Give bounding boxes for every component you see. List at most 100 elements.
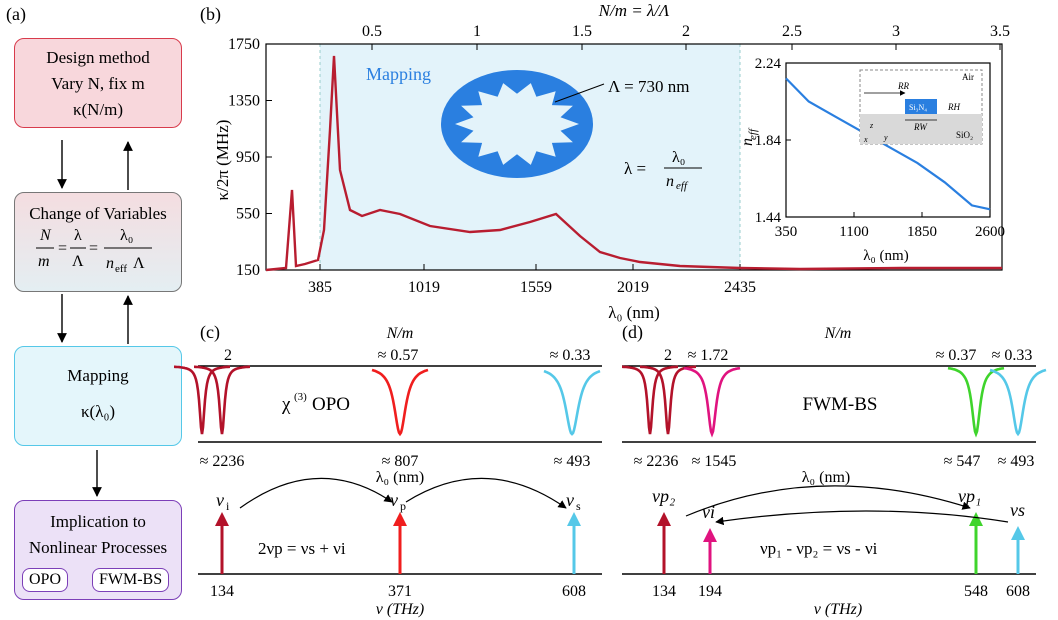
neff-curve [785, 77, 991, 211]
panel-label-c: (c) [200, 322, 220, 342]
inset-y-label: n [739, 138, 756, 146]
inset-y-tick-label: 1.84 [755, 133, 782, 149]
d-nu-i: νi [702, 502, 715, 522]
c-bottom-label-1: ≈ 2236 [200, 453, 245, 470]
mapping-label: Mapping [366, 64, 431, 84]
schematic-ax-y: y [883, 133, 888, 142]
top-tick-label: 2.5 [782, 23, 802, 40]
c-freq-1: 134 [210, 583, 234, 600]
panel-label-b: (b) [200, 4, 221, 24]
svg-text:λ: λ [74, 227, 82, 244]
d-arrow-p2-head [657, 512, 671, 526]
panel-label-a: (a) [6, 4, 26, 24]
ring-label: Λ = 730 nm [608, 77, 689, 96]
lambda-den-sub: eff [676, 180, 689, 192]
c-arrow-pump-head [393, 512, 407, 526]
y-axis-ticks: 150 550 950 1350 1750 [228, 36, 272, 279]
lambda-num: λ₀ [672, 149, 685, 166]
c-bottom-label-2: ≈ 807 [382, 453, 419, 470]
c-nu-s: ν [566, 490, 574, 510]
d-dip-5 [989, 368, 1047, 437]
d-dip-3 [683, 366, 741, 438]
d-freq-4: 608 [1006, 583, 1030, 600]
c-arrow-signal-head [567, 512, 581, 526]
c-freq-3: 608 [562, 583, 586, 600]
x-tick-label: 385 [308, 279, 332, 296]
coupling-curve [265, 55, 1002, 272]
d-arrow-p1-head [969, 512, 983, 526]
y-tick-label: 950 [236, 149, 260, 166]
c-lambda-axis: λ₀ (nm) [376, 469, 424, 486]
c-top-axis-title: N/m [386, 325, 414, 342]
panel-label-d: (d) [622, 322, 643, 342]
mapping-formula: κ(λ₀) [80, 402, 116, 421]
inset-ticks: 1.44 1.84 2.24 350 1100 1850 2600 [755, 56, 1005, 240]
c-dip-2 [194, 365, 250, 435]
panel-d [622, 365, 1047, 575]
top-axis-ticks: 0.5 1 1.5 2 2.5 3 3.5 [362, 23, 1010, 50]
curved-arrow-p2-to-p1 [685, 485, 971, 517]
y-tick-label: 1750 [228, 36, 260, 53]
schematic-substrate: SiO₂ [956, 130, 973, 140]
c-process-chi: χ [281, 394, 291, 415]
implication-line1: Implication to [50, 512, 146, 531]
c-top-label-2: ≈ 0.57 [378, 347, 419, 364]
svg-text:Λ: Λ [72, 253, 84, 270]
panel-c [174, 365, 602, 575]
d-dip-4 [947, 366, 1005, 438]
x-axis-ticks: 385 1019 1559 2019 2435 [308, 264, 756, 296]
inset-y-label-sub: eff [747, 127, 759, 140]
inset-neff: 1.44 1.84 2.24 350 1100 1850 2600 [755, 56, 1005, 240]
d-equation: νp₁ - νp₂ = νs - νi [760, 539, 878, 558]
top-axis-title: N/m = λ/Λ [598, 1, 670, 20]
schematic-rr: RR [897, 81, 909, 91]
c-process-sup: (3) [294, 391, 307, 403]
schematic-core: Si₃N₄ [909, 103, 927, 112]
c-freq-2: 371 [388, 583, 412, 600]
schematic-rw: RW [913, 122, 928, 132]
c-nu-p: ν [390, 490, 398, 510]
schematic-rh: RH [947, 102, 960, 112]
x-tick-label: 1019 [408, 279, 440, 296]
d-freq-2: 194 [698, 583, 722, 600]
svg-text:N: N [39, 227, 52, 244]
c-process-tail: OPO [312, 394, 350, 415]
c-dip-3 [371, 368, 429, 437]
x-tick-label: 2019 [617, 279, 649, 296]
ring-diagram [441, 70, 593, 178]
d-freq-axis: ν (THz) [814, 601, 862, 618]
y-tick-label: 150 [236, 262, 260, 279]
flow-arrows [57, 140, 133, 497]
lambda-eq: λ = [624, 159, 646, 178]
waveguide-schematic [859, 69, 983, 145]
inset-y-tick-label: 1.44 [755, 210, 782, 226]
d-arrow-idler-head [703, 528, 717, 542]
inset-y-tick-label: 2.24 [755, 56, 782, 72]
fwm-bs-chip: FWM-BS [92, 568, 170, 592]
change-of-variables-box: Change of Variables [14, 192, 182, 292]
design-method-box: Design method Vary N, fix m κ(N/m) [14, 38, 182, 128]
c-nu-i: ν [216, 490, 224, 510]
d-bottom-label-2: ≈ 1545 [692, 453, 737, 470]
c-top-label-3: ≈ 0.33 [550, 347, 591, 364]
d-top-label-3: ≈ 0.37 [936, 347, 977, 364]
schematic-air: Air [962, 72, 974, 82]
svg-text:Λ: Λ [133, 255, 145, 272]
svg-text:n: n [106, 255, 114, 272]
d-dip-1 [622, 365, 678, 435]
change-equation: N m = λ Λ = λ₀ n eff Λ [36, 227, 152, 275]
d-bottom-label-4: ≈ 493 [998, 453, 1035, 470]
curved-arrow-p-to-i [239, 477, 393, 509]
c-dip-4 [543, 369, 601, 436]
top-tick-label: 0.5 [362, 23, 382, 40]
d-top-label-2: ≈ 1.72 [688, 347, 729, 364]
inset-x-tick-label: 1100 [839, 224, 868, 240]
c-equation: 2νp = νs + νi [258, 539, 346, 558]
mapping-box: Mapping κ(λ₀) [14, 346, 182, 446]
d-nu-p1: νp₁ [958, 486, 981, 506]
svg-text:=: = [89, 240, 98, 257]
d-lambda-axis: λ₀ (nm) [802, 469, 850, 486]
svg-text:m: m [38, 253, 50, 270]
inset-x-tick-label: 1850 [907, 224, 937, 240]
